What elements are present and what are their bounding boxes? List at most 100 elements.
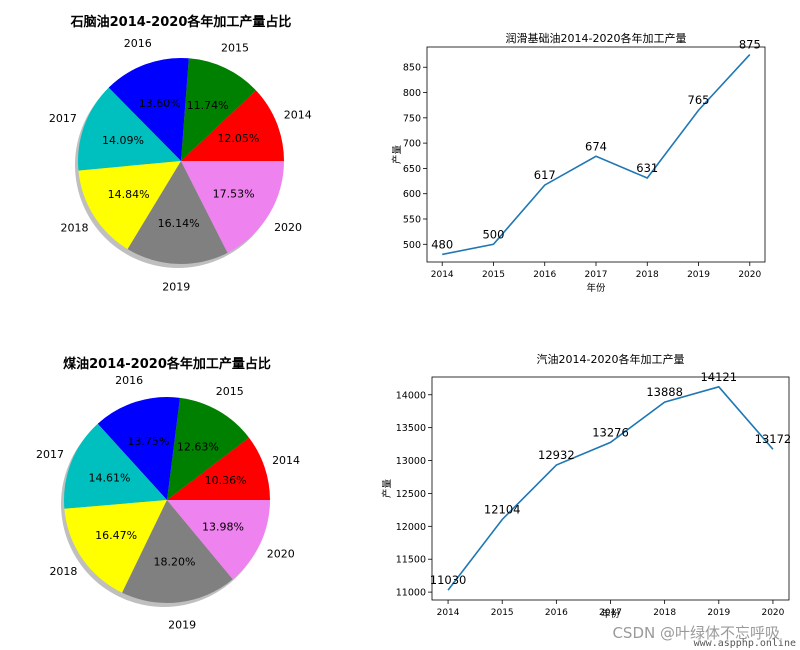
pie-slice-2020 xyxy=(167,500,270,580)
pie-percent-label: 10.36% xyxy=(205,474,247,487)
pie-percent-label: 16.14% xyxy=(158,217,200,230)
y-axis-label: 产量 xyxy=(381,479,393,499)
pie-category-label: 2017 xyxy=(49,112,77,125)
data-point-label: 631 xyxy=(636,161,658,175)
x-tick-label: 2019 xyxy=(707,608,730,618)
y-tick-label: 500 xyxy=(403,240,421,251)
pie-chart-title: 石脑油2014-2020各年加工产量占比 xyxy=(70,14,292,30)
pie-slice-2017 xyxy=(78,87,181,171)
pie-slice-2015 xyxy=(167,397,249,500)
pie-slice-2017 xyxy=(63,423,168,509)
y-axis-label: 产量 xyxy=(391,145,403,165)
x-tick-label: 2017 xyxy=(585,270,608,280)
x-tick-label: 2018 xyxy=(653,608,676,618)
pie-category-label: 2020 xyxy=(274,221,302,234)
x-tick-label: 2014 xyxy=(437,608,460,618)
pie-percent-label: 18.20% xyxy=(153,555,195,568)
pie-category-label: 2019 xyxy=(168,619,196,632)
pie-category-label: 2015 xyxy=(216,385,244,398)
y-tick-label: 14000 xyxy=(396,390,426,401)
pie-percent-label: 17.53% xyxy=(213,187,255,200)
pie-slice-2019 xyxy=(127,161,228,265)
pie-slice-2014 xyxy=(181,90,284,161)
data-point-label: 13888 xyxy=(646,385,683,399)
data-point-label: 12932 xyxy=(538,448,575,462)
data-point-label: 500 xyxy=(482,227,504,241)
pie-category-label: 2018 xyxy=(61,222,89,235)
data-point-label: 12104 xyxy=(484,502,521,516)
pie-slice-2014 xyxy=(167,437,270,500)
pie-percent-label: 13.75% xyxy=(127,435,169,448)
pie-category-label: 2020 xyxy=(267,547,295,560)
line-chart-title: 汽油2014-2020各年加工产量 xyxy=(537,352,685,366)
data-point-label: 674 xyxy=(585,139,607,153)
pie-chart-title: 煤油2014-2020各年加工产量占比 xyxy=(63,356,271,372)
x-axis-label: 年份 xyxy=(586,282,606,294)
pie-slice-2018 xyxy=(78,161,181,250)
y-tick-label: 13500 xyxy=(396,423,426,434)
x-tick-label: 2020 xyxy=(738,270,761,280)
x-tick-label: 2016 xyxy=(533,270,556,280)
pie-category-label: 2014 xyxy=(284,109,312,122)
pie-slice-2016 xyxy=(108,58,189,161)
x-tick-label: 2019 xyxy=(687,270,710,280)
pie-category-label: 2017 xyxy=(36,448,64,461)
pie-slice-2019 xyxy=(122,500,233,604)
line-chart-2: 汽油2014-2020各年加工产量 11000 11500 12000 12500 130… xyxy=(381,352,791,620)
data-point-label: 480 xyxy=(431,237,453,251)
site-watermark: www.aspphp.online xyxy=(693,638,796,649)
x-tick-label: 2016 xyxy=(545,608,568,618)
y-tick-label: 800 xyxy=(403,88,421,99)
pie-percent-label: 13.60% xyxy=(139,97,181,110)
data-point-label: 14121 xyxy=(700,370,737,384)
y-tick-label: 600 xyxy=(403,189,421,200)
x-tick-label: 2014 xyxy=(431,270,454,280)
pie-category-label: 2015 xyxy=(221,42,249,55)
line-chart-1: 润滑基础油2014-2020各年加工产量 500 550 600 650 700 750 80… xyxy=(391,31,766,294)
y-tick-label: 850 xyxy=(403,63,421,74)
pie-slice-2015 xyxy=(181,58,256,161)
pie-chart-1: 石脑油2014-2020各年加工产量占比 12.05% 2014 11.74% 2015… xyxy=(49,14,312,294)
y-tick-label: 11000 xyxy=(396,588,426,599)
data-point-label: 617 xyxy=(534,168,556,182)
y-tick-label: 550 xyxy=(403,215,421,226)
x-tick-label: 2017 xyxy=(599,608,622,618)
pie-slice-2018 xyxy=(64,500,167,593)
plot-frame xyxy=(431,376,790,601)
pie-percent-label: 11.74% xyxy=(187,99,229,112)
data-point-label: 13276 xyxy=(592,425,629,439)
pie-category-label: 2016 xyxy=(115,374,143,387)
series-line xyxy=(442,54,751,256)
data-point-label: 875 xyxy=(739,38,761,52)
y-tick-label: 700 xyxy=(403,139,421,150)
series-line xyxy=(447,385,774,591)
pie-percent-label: 12.63% xyxy=(177,440,219,453)
pie-percent-label: 14.84% xyxy=(108,188,150,201)
pie-percent-label: 14.61% xyxy=(88,471,130,484)
csdn-watermark: CSDN @叶绿体不忘呼吸 xyxy=(612,624,780,642)
x-axis-label: 年份 xyxy=(601,608,621,620)
y-tick-label: 750 xyxy=(403,113,421,124)
x-tick-label: 2018 xyxy=(636,270,659,280)
pie-percent-label: 13.98% xyxy=(202,520,244,533)
x-tick-label: 2020 xyxy=(761,608,784,618)
data-point-label: 11030 xyxy=(430,573,467,587)
pie-slice-2020 xyxy=(181,161,284,253)
plot-frame xyxy=(426,46,766,263)
y-tick-label: 11500 xyxy=(396,555,426,566)
pie-category-label: 2019 xyxy=(162,281,190,294)
x-tick-label: 2015 xyxy=(482,270,505,280)
y-tick-label: 12500 xyxy=(396,489,426,500)
data-point-label: 765 xyxy=(688,93,710,107)
pie-chart-2: 煤油2014-2020各年加工产量占比 10.36% 2014 12.63% 2015 1… xyxy=(36,356,300,632)
y-tick-label: 650 xyxy=(403,164,421,175)
pie-category-label: 2016 xyxy=(124,37,152,50)
pie-slice-2016 xyxy=(97,396,180,500)
pie-category-label: 2014 xyxy=(272,454,300,467)
pie-percent-label: 16.47% xyxy=(95,529,137,542)
y-tick-label: 12000 xyxy=(396,522,426,533)
data-point-label: 13172 xyxy=(755,432,792,446)
pie-percent-label: 14.09% xyxy=(102,134,144,147)
y-tick-label: 13000 xyxy=(396,456,426,467)
